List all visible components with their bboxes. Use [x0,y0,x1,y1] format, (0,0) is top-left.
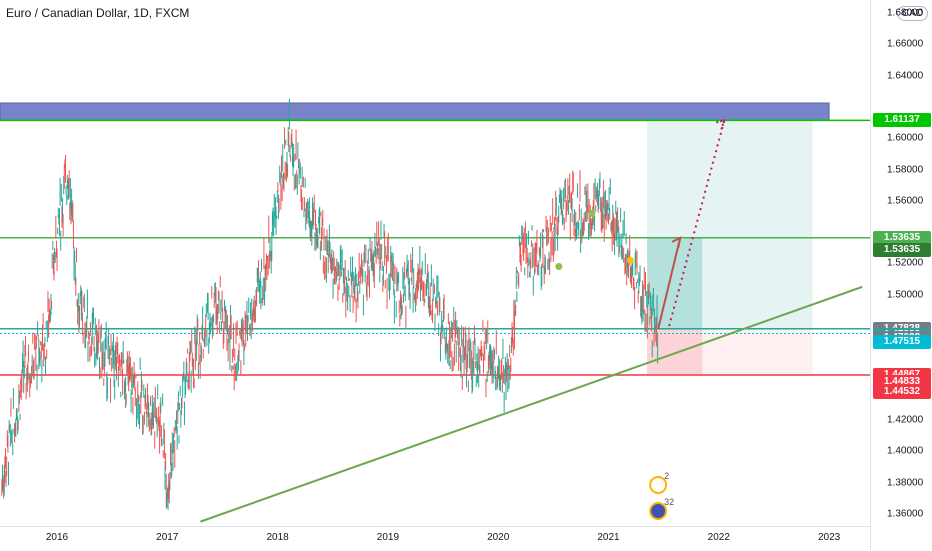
price-tag: 1.53635 [873,230,931,245]
price-tick-label: 1.64000 [887,70,924,82]
price-tag: 1.47515 [873,334,931,349]
arrow-solid [657,237,682,330]
time-tick-label: 2019 [376,532,400,543]
time-axis[interactable]: 2016 2017 2018 2019 2020 2021 2022 2023 [0,526,870,551]
price-tick-label: 1.50000 [887,289,924,301]
time-tick-label: 2021 [597,532,620,543]
trendline [200,285,863,523]
price-tick-label: 1.40000 [887,445,924,457]
price-tick-label: 1.42000 [887,414,924,426]
chart-title: Euro / Canadian Dollar, 1D, FXCM [6,6,190,20]
price-tick-label: 1.52000 [887,257,924,269]
price-tick-label: 1.56000 [887,195,924,207]
price-tick-label: 1.66000 [887,38,924,50]
time-tick-label: 2022 [707,532,730,543]
resistance-zone [0,102,830,121]
price-tick-label: 1.36000 [887,508,924,520]
canada-flag-icon [649,476,668,494]
signal-marker [588,209,596,217]
long-position-profit-zone [647,120,813,330]
time-tick-label: 2018 [266,532,289,543]
price-axis[interactable]: CAD 1.68000 1.66000 1.64000 1.60000 1.58000 1… [870,0,932,550]
long-position-filled-zone [647,237,703,330]
currency-button[interactable]: CAD [897,6,929,21]
event-count: 2 [664,471,669,481]
moon-icon [649,502,668,520]
time-tick-label: 2016 [45,532,69,543]
event-count: 32 [664,497,674,507]
price-tag: 1.44532 [873,385,931,400]
signal-marker [627,256,635,264]
price-tag: 1.61137 [873,113,931,128]
time-tick-label: 2020 [487,532,510,543]
arrow-dotted-head [716,118,726,130]
price-tick-label: 1.58000 [887,164,924,175]
price-tick-label: 1.60000 [887,132,924,144]
signal-marker [555,263,563,271]
time-tick-label: 2017 [156,532,179,543]
time-tick-label: 2023 [817,532,841,543]
chart-area[interactable]: 2 32 Euro / Canadian Dollar, 1D, FXCM [0,0,870,526]
candlestick-chart[interactable]: 2 32 [0,0,870,526]
price-tick-label: 1.68000 [887,7,924,19]
price-tag: 1.44833 [873,374,931,389]
price-tag: 1.53635 [873,242,931,257]
arrow-solid-head [671,236,682,249]
price-tick-label: 1.38000 [887,477,924,488]
